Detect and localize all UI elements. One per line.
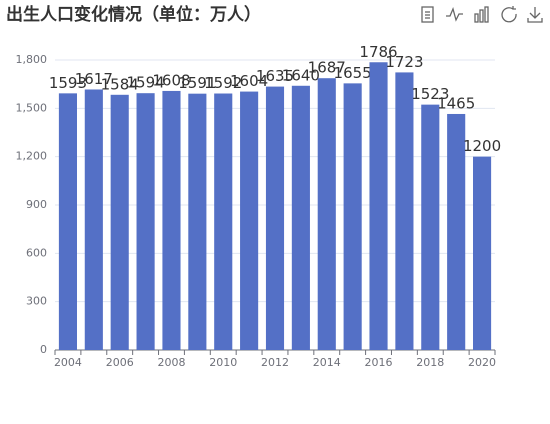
x-tick-label: 2012 bbox=[261, 356, 289, 369]
data-view-icon[interactable] bbox=[421, 6, 434, 23]
bar bbox=[395, 72, 414, 351]
y-tick-label: 1,500 bbox=[16, 101, 48, 114]
bar bbox=[265, 86, 285, 350]
x-tick-label: 2008 bbox=[157, 356, 185, 369]
bar bbox=[447, 113, 466, 350]
bar bbox=[473, 156, 492, 350]
bar bbox=[240, 91, 259, 351]
y-tick-label: 600 bbox=[26, 246, 47, 259]
x-tick-label: 2004 bbox=[54, 356, 82, 369]
bar bbox=[369, 62, 388, 350]
restore-icon[interactable] bbox=[501, 6, 517, 23]
x-tick-label: 2006 bbox=[106, 356, 134, 369]
bar bbox=[84, 89, 103, 350]
x-tick-label: 2016 bbox=[365, 356, 393, 369]
bar bbox=[421, 104, 440, 350]
value-label: 1604 bbox=[230, 72, 268, 90]
value-label: 1655 bbox=[334, 64, 372, 82]
y-tick-label: 0 bbox=[40, 343, 47, 356]
line-icon[interactable] bbox=[446, 7, 463, 22]
bar bbox=[343, 83, 362, 350]
value-label: 1592 bbox=[204, 74, 242, 92]
value-label: 1593 bbox=[49, 74, 87, 92]
bar bbox=[58, 93, 77, 350]
value-label: 1617 bbox=[75, 70, 113, 88]
x-tick-label: 2014 bbox=[313, 356, 341, 369]
chart-title: 出生人口变化情况（单位：万人） bbox=[6, 4, 261, 25]
bar bbox=[291, 85, 310, 351]
bar bbox=[136, 93, 155, 350]
bar bbox=[214, 93, 233, 350]
y-tick-label: 1,200 bbox=[16, 150, 48, 163]
value-label: 1591 bbox=[178, 74, 216, 92]
bar bbox=[110, 94, 129, 350]
value-label: 1465 bbox=[437, 94, 475, 112]
value-label: 1723 bbox=[385, 53, 423, 71]
value-label: 1640 bbox=[282, 66, 320, 84]
bar bbox=[317, 78, 336, 350]
save-icon[interactable] bbox=[527, 7, 543, 23]
value-label: 1635 bbox=[256, 67, 294, 85]
value-label: 1523 bbox=[411, 85, 449, 103]
x-tick-label: 2020 bbox=[468, 356, 496, 369]
value-label: 1584 bbox=[101, 75, 139, 93]
bar bbox=[162, 90, 181, 350]
x-tick-label: 2010 bbox=[209, 356, 237, 369]
value-label: 1608 bbox=[152, 71, 190, 89]
toolbox[interactable] bbox=[421, 6, 543, 23]
bar-icon[interactable] bbox=[474, 6, 489, 23]
value-label: 1687 bbox=[308, 59, 346, 77]
y-tick-label: 900 bbox=[26, 198, 47, 211]
value-label: 1786 bbox=[359, 43, 397, 61]
y-tick-label: 1,800 bbox=[16, 53, 48, 66]
bar bbox=[188, 93, 207, 350]
value-label: 1594 bbox=[126, 74, 164, 92]
y-tick-label: 300 bbox=[26, 295, 47, 308]
value-label: 1200 bbox=[463, 137, 501, 155]
x-tick-label: 2018 bbox=[416, 356, 444, 369]
